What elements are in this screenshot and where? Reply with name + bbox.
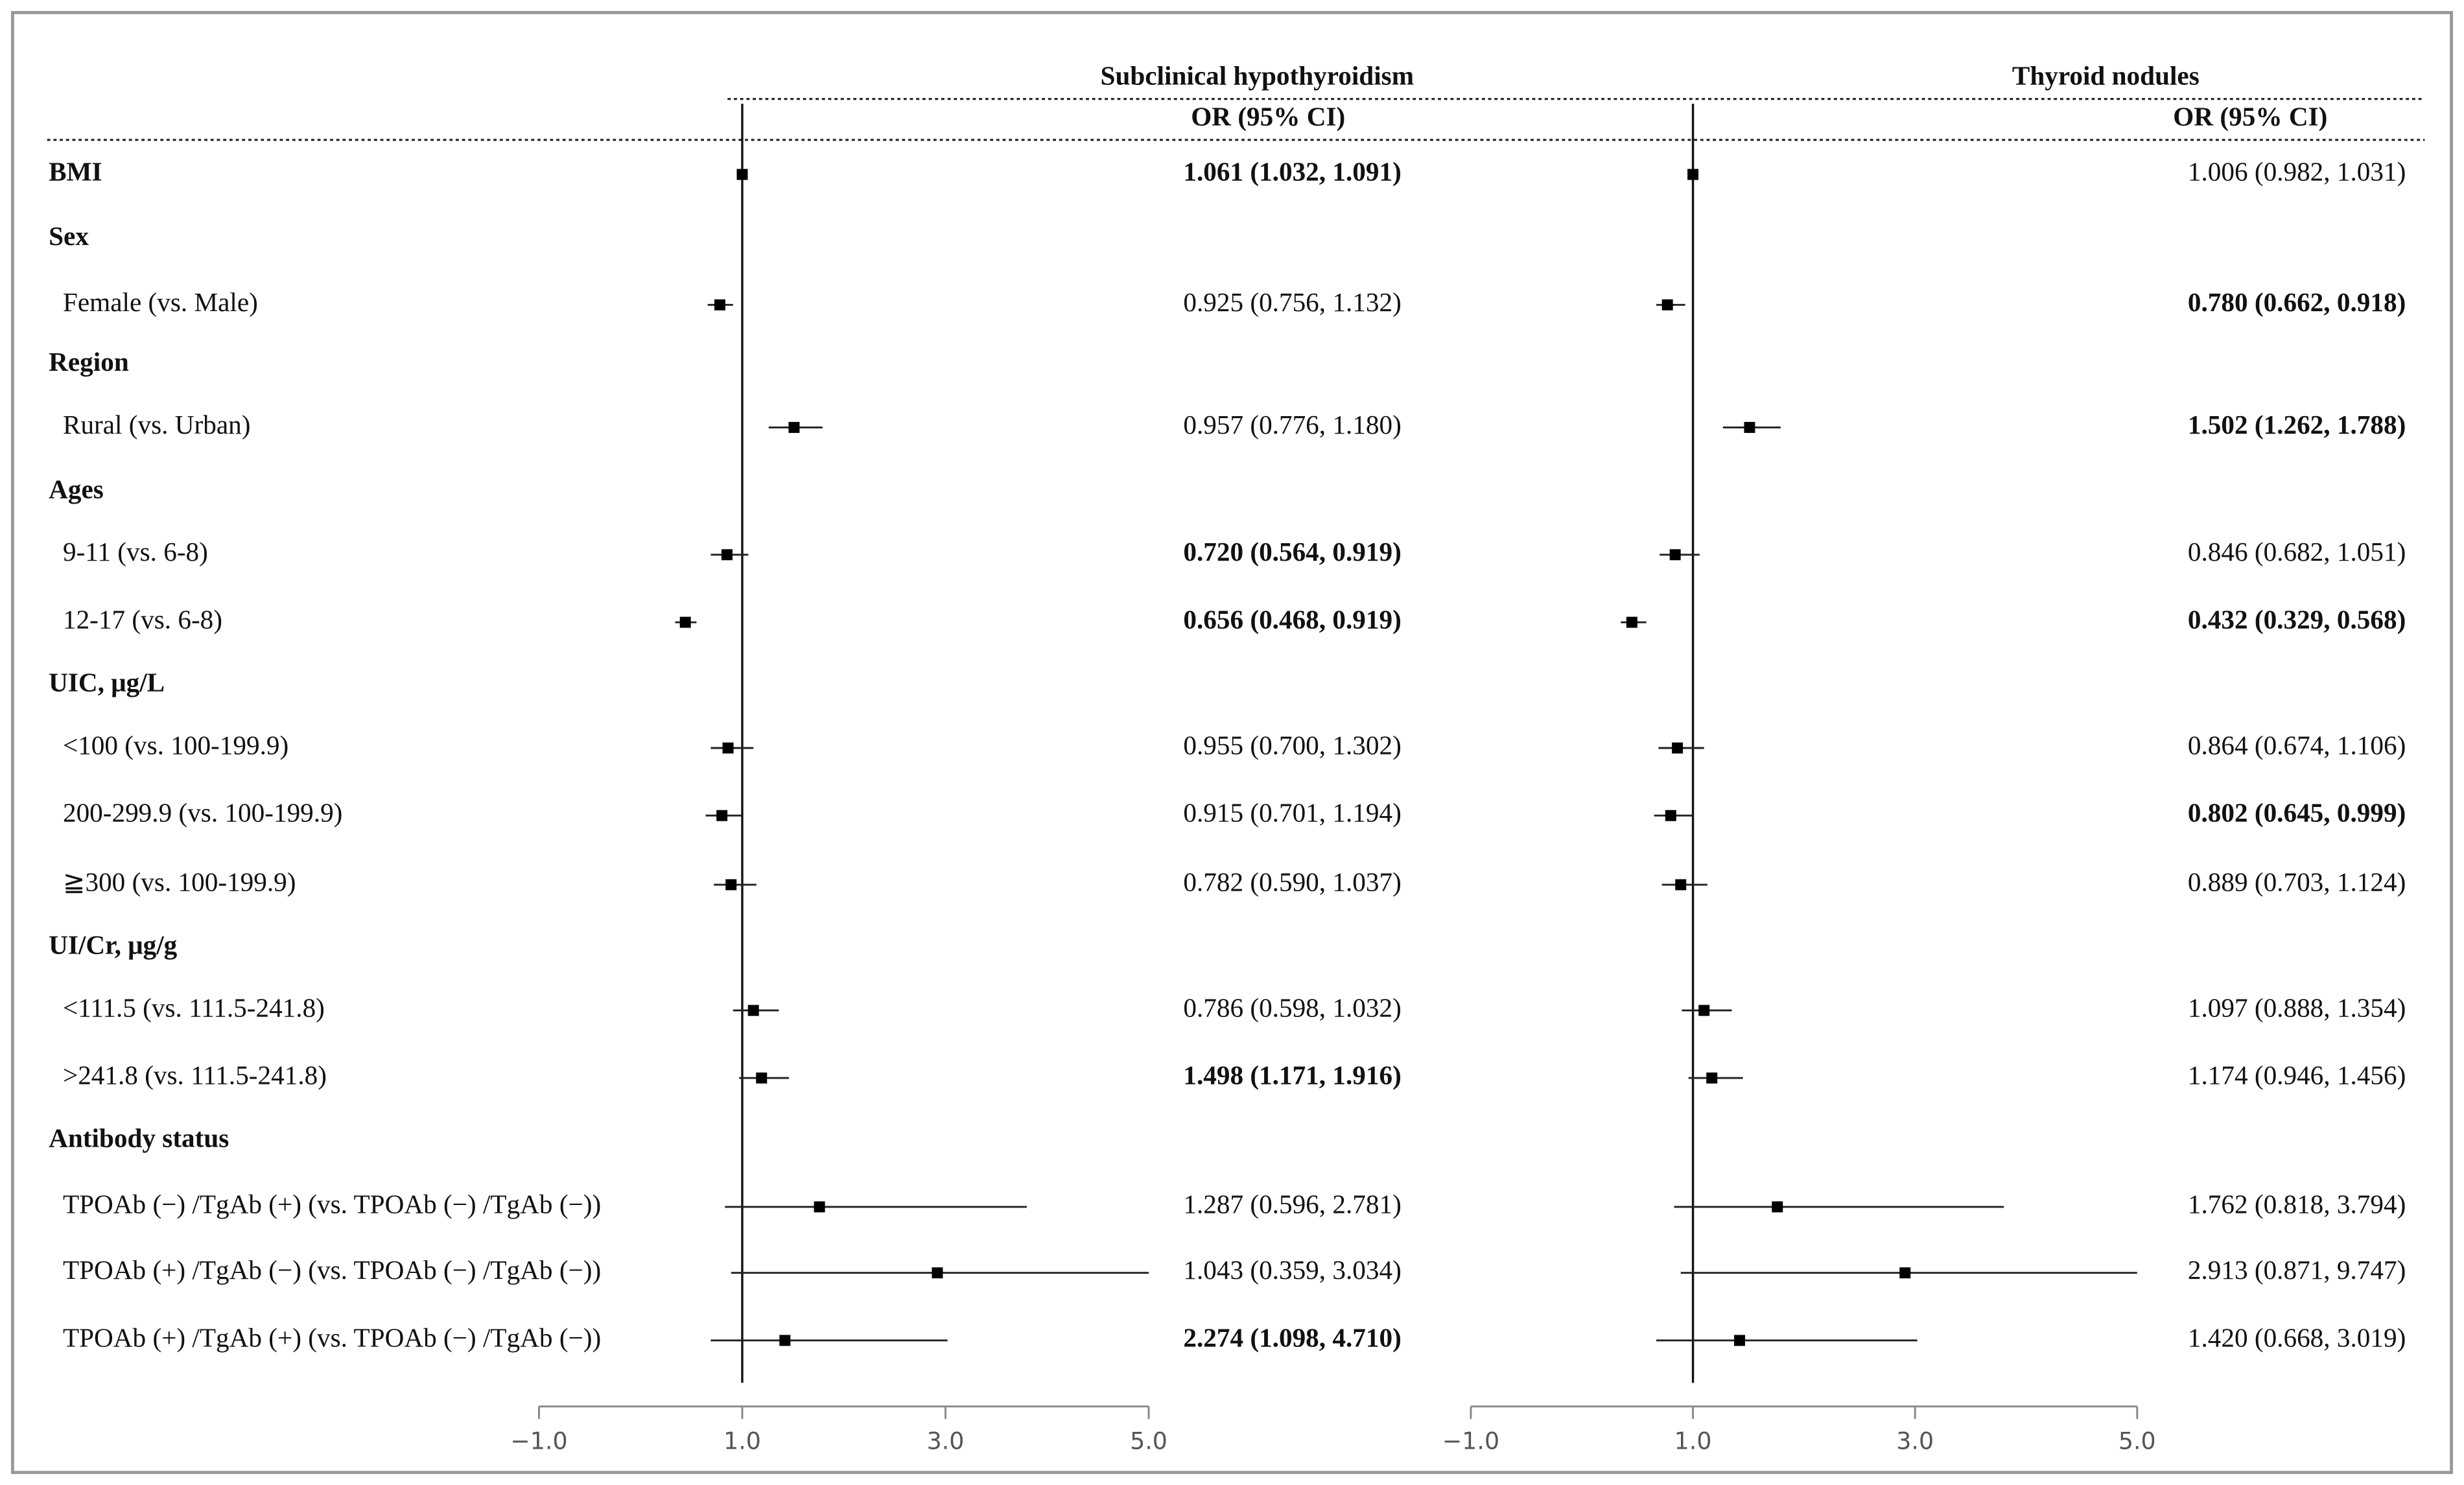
- point-estimate: [1675, 879, 1687, 891]
- row-label: >241.8 (vs. 111.5-241.8): [63, 1060, 327, 1091]
- point-estimate: [1772, 1201, 1783, 1213]
- point-estimate: [1661, 299, 1673, 310]
- or-text: 0.955 (0.700, 1.302): [1183, 730, 1401, 760]
- point-estimate: [747, 1005, 759, 1016]
- point-estimate: [1698, 1005, 1710, 1016]
- or-text: 1.043 (0.359, 3.034): [1183, 1255, 1401, 1285]
- point-estimate: [1665, 810, 1676, 821]
- or-text: 1.502 (1.262, 1.788): [2188, 410, 2406, 440]
- panel-title: Thyroid nodules: [2012, 61, 2200, 91]
- row-header: UIC, μg/L: [49, 667, 165, 697]
- point-estimate: [679, 616, 691, 628]
- point-estimate: [1687, 169, 1699, 180]
- row-label: TPOAb (+) /TgAb (+) (vs. TPOAb (−) /TgAb…: [63, 1322, 601, 1353]
- or-text: 1.420 (0.668, 3.019): [2188, 1322, 2406, 1353]
- point-estimate: [788, 421, 800, 433]
- row-label: <100 (vs. 100-199.9): [63, 730, 288, 760]
- row-label: Female (vs. Male): [63, 287, 258, 318]
- row-label: ≧300 (vs. 100-199.9): [63, 867, 296, 897]
- row-label: 9-11 (vs. 6-8): [63, 537, 208, 567]
- or-text: 0.720 (0.564, 0.919): [1183, 537, 1401, 567]
- x-tick-label: 1.0: [723, 1427, 761, 1455]
- row-label: Rural (vs. Urban): [63, 410, 250, 440]
- or-text: 1.762 (0.818, 3.794): [2188, 1189, 2406, 1219]
- or-text: 0.864 (0.674, 1.106): [2188, 730, 2406, 760]
- or-text: 1.061 (1.032, 1.091): [1183, 157, 1401, 187]
- row-label: TPOAb (−) /TgAb (+) (vs. TPOAb (−) /TgAb…: [63, 1189, 601, 1219]
- row-header: Antibody status: [49, 1123, 229, 1153]
- or-text: 0.915 (0.701, 1.194): [1183, 798, 1401, 828]
- or-text: 0.432 (0.329, 0.568): [2188, 604, 2406, 635]
- or-text: 1.006 (0.982, 1.031): [2188, 157, 2406, 187]
- point-estimate: [1734, 1335, 1746, 1346]
- frame: [10, 10, 2454, 1475]
- or-text: 1.287 (0.596, 2.781): [1183, 1189, 1401, 1219]
- or-text: 0.925 (0.756, 1.132): [1183, 287, 1401, 318]
- or-text: 0.782 (0.590, 1.037): [1183, 867, 1401, 897]
- x-tick-label: −1.0: [1442, 1427, 1499, 1455]
- point-estimate: [756, 1072, 768, 1084]
- x-tick-label: 3.0: [927, 1427, 965, 1455]
- point-estimate: [725, 879, 737, 891]
- x-tick-label: 1.0: [1674, 1427, 1712, 1455]
- point-estimate: [722, 742, 734, 754]
- or-text: 0.802 (0.645, 0.999): [2188, 798, 2406, 828]
- point-estimate: [932, 1267, 943, 1279]
- point-estimate: [779, 1335, 791, 1346]
- column-label: OR (95% CI): [2173, 102, 2327, 132]
- point-estimate: [1672, 742, 1684, 754]
- column-label: OR (95% CI): [1191, 102, 1345, 132]
- row-header: Sex: [49, 221, 89, 251]
- point-estimate: [716, 810, 728, 821]
- row-label: TPOAb (+) /TgAb (−) (vs. TPOAb (−) /TgAb…: [63, 1255, 601, 1285]
- point-estimate: [1744, 421, 1755, 433]
- x-tick-label: 3.0: [1896, 1427, 1934, 1455]
- or-text: 0.846 (0.682, 1.051): [2188, 537, 2406, 567]
- row-header: Ages: [49, 474, 104, 504]
- x-tick-label: 5.0: [1130, 1427, 1167, 1455]
- row-header: BMI: [49, 157, 102, 187]
- point-estimate: [814, 1201, 825, 1213]
- row-label: 200-299.9 (vs. 100-199.9): [63, 798, 342, 828]
- or-text: 2.274 (1.098, 4.710): [1183, 1322, 1401, 1353]
- row-label: 12-17 (vs. 6-8): [63, 604, 222, 635]
- panel-title: Subclinical hypothyroidism: [1101, 61, 1414, 91]
- point-estimate: [1899, 1267, 1911, 1279]
- row-label: <111.5 (vs. 111.5-241.8): [63, 992, 325, 1023]
- or-text: 0.957 (0.776, 1.180): [1183, 410, 1401, 440]
- point-estimate: [714, 299, 725, 310]
- or-text: 0.780 (0.662, 0.918): [2188, 287, 2406, 318]
- point-estimate: [736, 169, 748, 180]
- point-estimate: [1669, 549, 1681, 561]
- or-text: 1.174 (0.946, 1.456): [2188, 1060, 2406, 1091]
- row-header: UI/Cr, μg/g: [49, 930, 177, 959]
- row-header: Region: [49, 347, 129, 377]
- or-text: 0.786 (0.598, 1.032): [1183, 992, 1401, 1023]
- x-tick-label: 5.0: [2118, 1427, 2156, 1455]
- or-text: 0.889 (0.703, 1.124): [2188, 867, 2406, 897]
- or-text: 2.913 (0.871, 9.747): [2188, 1255, 2406, 1285]
- or-text: 1.097 (0.888, 1.354): [2188, 992, 2406, 1023]
- point-estimate: [1706, 1072, 1718, 1084]
- point-estimate: [1626, 616, 1637, 628]
- or-text: 0.656 (0.468, 0.919): [1183, 604, 1401, 635]
- point-estimate: [721, 549, 733, 561]
- x-tick-label: −1.0: [510, 1427, 567, 1455]
- or-text: 1.498 (1.171, 1.916): [1183, 1060, 1401, 1091]
